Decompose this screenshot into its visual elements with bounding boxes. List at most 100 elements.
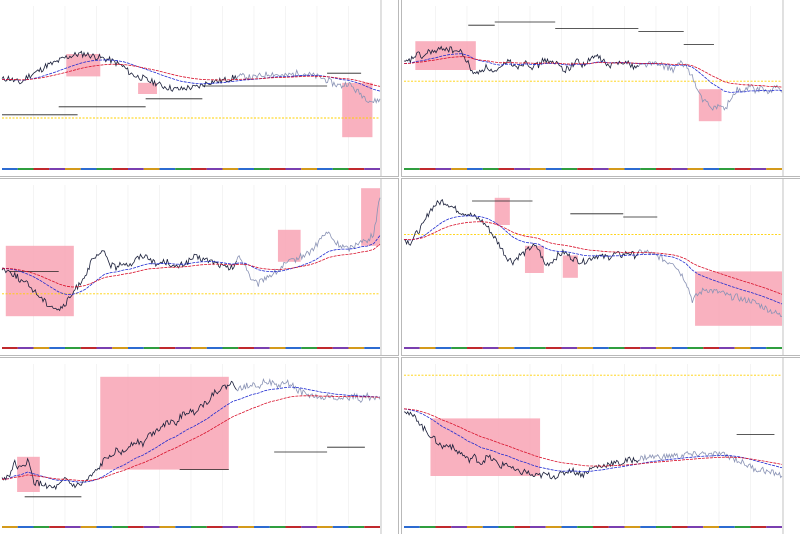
time-bar-segment xyxy=(222,526,239,528)
time-bar-segment xyxy=(687,347,704,349)
time-bar-segment xyxy=(65,526,81,528)
time-bar-segment xyxy=(624,168,641,170)
time-bar-segment xyxy=(404,168,420,170)
chart-pane-3 xyxy=(0,178,399,356)
price-line xyxy=(403,45,639,75)
time-bar-segment xyxy=(285,347,302,349)
time-bar-segment xyxy=(719,526,735,528)
time-bar-segment xyxy=(545,347,562,349)
time-bar-segment xyxy=(222,168,239,170)
moving-average-slow xyxy=(1,395,381,482)
time-bar-segment xyxy=(112,168,128,170)
time-bar-segment xyxy=(561,526,578,528)
price-line xyxy=(1,50,237,92)
time-bar-segment xyxy=(498,347,515,349)
time-bar-segment xyxy=(49,526,65,528)
highlight-zone xyxy=(524,245,544,273)
highlight-zone xyxy=(277,229,301,262)
time-bar-segment xyxy=(348,526,365,528)
time-bar-segment xyxy=(301,526,317,528)
time-bar-segment xyxy=(191,526,207,528)
time-bar-segment xyxy=(671,168,688,170)
chart-pane-2 xyxy=(401,0,800,177)
time-bar-segment xyxy=(593,526,609,528)
time-bar-segment xyxy=(348,347,365,349)
time-bar-segment xyxy=(419,347,436,349)
moving-average-slow xyxy=(1,63,381,87)
time-bar-segment xyxy=(2,168,18,170)
time-bar-segment xyxy=(317,168,333,170)
time-bar-segment xyxy=(593,347,609,349)
chart-pane-1 xyxy=(0,0,399,177)
time-bar-segment xyxy=(750,526,767,528)
time-bar-segment xyxy=(435,526,452,528)
price-line-recent xyxy=(236,197,381,287)
time-bar-segment xyxy=(734,168,751,170)
price-line-recent xyxy=(236,68,381,104)
time-bar-segment xyxy=(191,347,207,349)
time-bar-segment xyxy=(608,168,625,170)
time-bar-segment xyxy=(451,168,467,170)
chart-svg xyxy=(403,0,784,176)
time-bar-segment xyxy=(419,168,436,170)
time-bar-segment xyxy=(624,347,641,349)
time-bar-segment xyxy=(404,347,420,349)
time-bar-segment xyxy=(766,526,782,528)
time-bar-segment xyxy=(191,168,207,170)
time-bar-segment xyxy=(766,347,782,349)
time-bar-segment xyxy=(608,526,625,528)
time-bar-segment xyxy=(750,347,767,349)
time-bar-segment xyxy=(530,347,546,349)
time-bar-segment xyxy=(750,168,767,170)
time-bar-segment xyxy=(703,526,719,528)
chart-svg xyxy=(1,358,382,534)
time-bar-segment xyxy=(33,526,50,528)
time-bar-segment xyxy=(65,168,81,170)
time-bar-segment xyxy=(128,347,144,349)
time-bar-segment xyxy=(317,347,333,349)
time-bar-segment xyxy=(159,526,176,528)
highlight-zone xyxy=(430,418,541,476)
time-bar-segment xyxy=(514,526,530,528)
time-bar-segment xyxy=(364,347,380,349)
time-bar-segment xyxy=(159,168,176,170)
time-bar-segment xyxy=(435,347,452,349)
moving-average-fast xyxy=(1,386,381,483)
time-bar-segment xyxy=(703,347,719,349)
time-bar-segment xyxy=(49,168,65,170)
time-bar-segment xyxy=(175,168,191,170)
time-bar-segment xyxy=(285,168,302,170)
time-bar-segment xyxy=(656,526,672,528)
price-line-recent xyxy=(236,378,381,403)
time-bar-segment xyxy=(364,526,380,528)
time-bar-segment xyxy=(608,347,625,349)
time-bar-segment xyxy=(640,526,656,528)
time-bar-segment xyxy=(404,526,420,528)
moving-average-slow xyxy=(1,243,381,288)
time-bar-segment xyxy=(2,526,18,528)
time-bar-segment xyxy=(514,168,530,170)
time-bar-segment xyxy=(33,168,50,170)
time-bar-segment xyxy=(254,347,270,349)
time-bar-segment xyxy=(269,168,286,170)
highlight-zone xyxy=(698,89,722,122)
time-bar-segment xyxy=(33,347,50,349)
time-bar-segment xyxy=(49,347,65,349)
moving-average-fast xyxy=(403,408,783,473)
time-bar-segment xyxy=(577,526,593,528)
time-bar-segment xyxy=(561,168,578,170)
time-bar-segment xyxy=(530,168,546,170)
moving-average-fast xyxy=(1,59,381,92)
chart-pane-6 xyxy=(401,357,800,534)
time-bar-segment xyxy=(703,168,719,170)
time-bar-segment xyxy=(766,168,782,170)
time-bar-segment xyxy=(514,347,530,349)
price-line xyxy=(1,380,237,491)
time-bar-segment xyxy=(285,526,302,528)
highlight-zone xyxy=(562,255,578,278)
time-bar-segment xyxy=(332,168,349,170)
time-bar-segment xyxy=(593,168,609,170)
chart-pane-4 xyxy=(401,178,800,356)
time-bar-segment xyxy=(364,168,380,170)
time-bar-segment xyxy=(159,347,176,349)
